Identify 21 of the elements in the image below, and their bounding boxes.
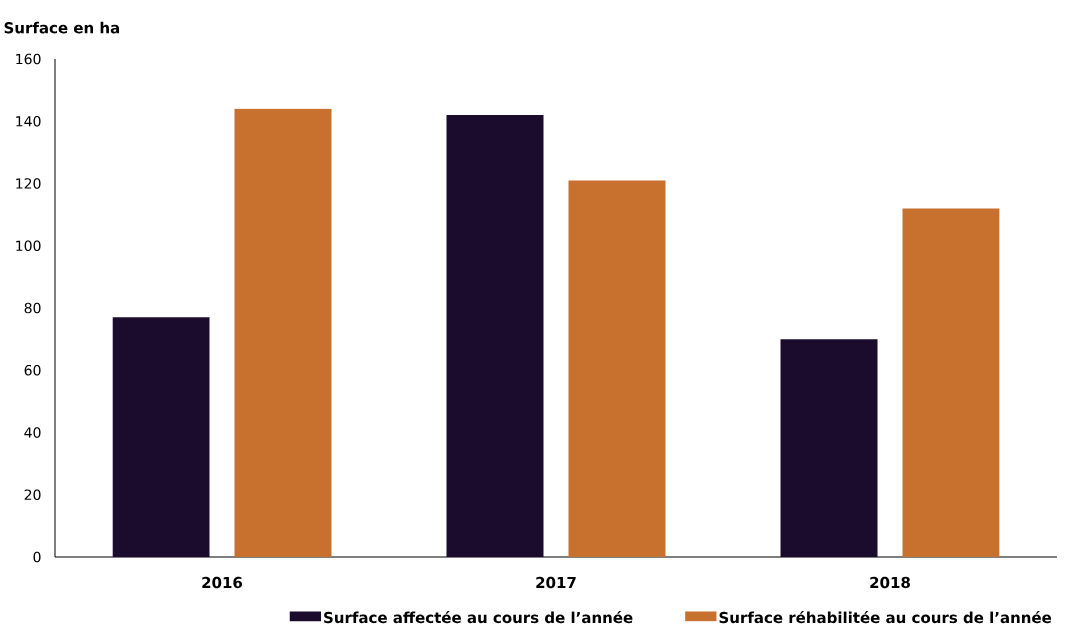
bar <box>446 115 544 557</box>
y-tick-label: 160 <box>16 53 41 65</box>
y-tick-label: 80 <box>24 302 41 314</box>
x-tick-label: 2016 <box>202 576 243 589</box>
y-tick-label: 40 <box>24 427 41 438</box>
bar <box>780 339 878 557</box>
bar <box>112 317 210 557</box>
y-tick-label: 120 <box>16 178 41 189</box>
x-tick-label: 2018 <box>870 576 910 589</box>
bar <box>902 208 1000 557</box>
y-tick-label: 140 <box>16 115 41 127</box>
x-tick-label: 2017 <box>536 576 576 589</box>
legend-label: Surface affectée au cours de l’année <box>324 611 633 624</box>
y-axis-title: Surface en ha <box>4 21 120 34</box>
y-tick-label: 100 <box>16 240 41 252</box>
y-tick-label: 20 <box>24 489 41 501</box>
legend-label: Surface réhabilitée au cours de l’année <box>719 611 1052 624</box>
bar <box>234 108 332 557</box>
y-tick-label: 60 <box>24 364 41 376</box>
y-tick-label: 0 <box>33 551 41 563</box>
bar <box>568 180 666 557</box>
